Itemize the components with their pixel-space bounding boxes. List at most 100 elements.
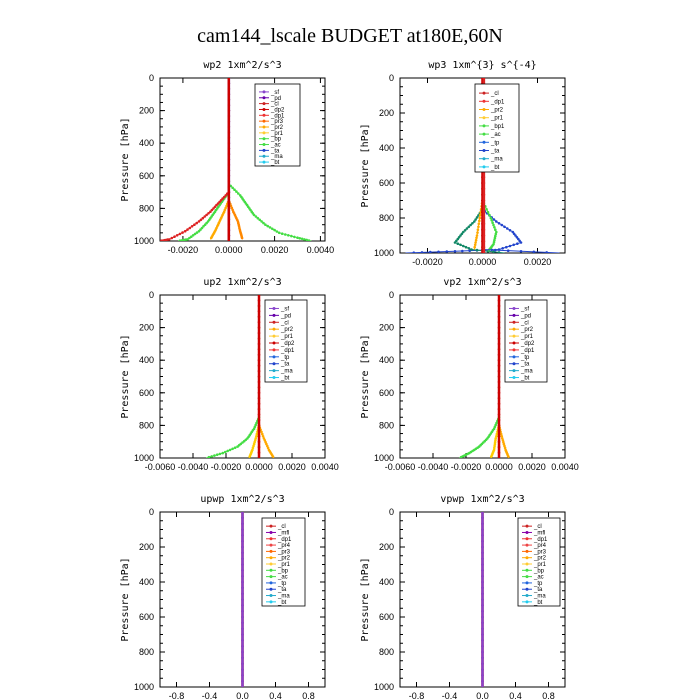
series-marker: [545, 251, 548, 253]
series-marker: [231, 447, 234, 451]
series-marker: [481, 512, 484, 514]
series-marker: [494, 234, 497, 238]
series-marker: [497, 386, 501, 389]
legend-marker: [272, 327, 276, 331]
series-marker: [499, 432, 503, 436]
series-marker: [227, 87, 231, 91]
series-marker: [227, 207, 231, 210]
series-marker: [183, 229, 187, 233]
series-marker: [495, 230, 498, 234]
series-marker: [481, 639, 484, 642]
legend-label: _tp: [490, 140, 500, 146]
x-tick-label: -0.0060: [145, 462, 176, 472]
legend-marker: [269, 581, 273, 585]
series-marker: [481, 615, 484, 619]
legend-marker: [512, 320, 516, 324]
series-marker: [494, 232, 498, 236]
series-marker: [271, 455, 275, 458]
series-marker: [489, 216, 493, 220]
series-marker: [490, 219, 494, 222]
series-marker: [465, 227, 469, 230]
x-tick-label: 0.0000: [245, 462, 273, 472]
series-marker: [233, 188, 236, 191]
series-marker: [290, 234, 293, 238]
legend-marker: [525, 562, 529, 566]
series-marker: [437, 250, 440, 253]
y-tick-label: 0: [389, 73, 394, 83]
legend-marker: [525, 581, 529, 585]
series-marker: [459, 243, 462, 247]
legend-label: _pr2: [520, 327, 534, 333]
series-marker: [205, 213, 208, 217]
series-marker: [497, 413, 501, 416]
series-marker: [233, 446, 237, 450]
legend-marker: [269, 530, 273, 534]
series-marker: [512, 243, 515, 247]
legend-box: [504, 299, 548, 383]
series-marker: [481, 650, 484, 654]
series-marker: [268, 226, 272, 229]
series-marker: [195, 231, 199, 234]
series-marker: [481, 563, 484, 566]
series-marker: [221, 451, 224, 455]
series-marker: [241, 528, 244, 531]
legend-box: [474, 83, 520, 173]
series-marker: [193, 223, 196, 226]
y-axis-label: Pressure [hPa]: [360, 123, 371, 207]
series-marker: [456, 237, 460, 241]
series-marker: [287, 234, 290, 237]
series-marker: [203, 223, 207, 226]
y-tick-label: 600: [139, 612, 154, 622]
legend-marker: [482, 99, 486, 103]
legend-marker: [525, 530, 529, 534]
legend-marker: [269, 568, 273, 572]
series-marker: [470, 248, 473, 251]
series-marker: [429, 250, 432, 253]
series-marker: [497, 299, 501, 302]
legend-marker: [512, 341, 516, 345]
legend-marker: [512, 334, 516, 338]
series-marker: [191, 234, 195, 237]
y-tick-label: 200: [379, 108, 394, 118]
legend-marker: [482, 108, 486, 111]
legend-label: _pr1: [277, 562, 291, 568]
series-marker: [497, 358, 501, 362]
series-marker: [227, 201, 231, 205]
series-marker: [481, 580, 484, 584]
series-marker: [482, 240, 486, 243]
series-marker: [497, 222, 501, 225]
series-marker: [227, 152, 231, 156]
legend-label: _ta: [270, 148, 280, 154]
series-marker: [241, 512, 244, 514]
series-marker: [481, 534, 484, 537]
legend-label: _cl: [280, 320, 289, 326]
y-tick-label: 0: [149, 73, 154, 83]
series-marker: [481, 621, 484, 625]
series-marker: [478, 219, 481, 223]
series-marker: [296, 236, 299, 239]
x-tick-label: -0.4: [442, 691, 458, 700]
series-marker: [197, 229, 201, 233]
panel-title: vpwp 1xm^2/s^3: [440, 494, 524, 505]
y-tick-label: 800: [139, 420, 154, 430]
series-marker: [260, 430, 263, 434]
series-marker: [227, 114, 231, 118]
series-marker: [264, 223, 267, 226]
legend-label: _dp1: [490, 99, 505, 105]
panel-title: vp2 1xm^2/s^3: [443, 277, 521, 288]
series-marker: [497, 310, 501, 313]
x-tick-label: 0.0000: [485, 462, 513, 472]
series-marker: [511, 230, 515, 234]
series-marker: [505, 245, 508, 249]
y-axis-label: Pressure [hPa]: [360, 557, 371, 641]
legend-marker: [272, 334, 276, 338]
series-marker: [241, 621, 244, 625]
legend-marker: [262, 125, 266, 129]
series-marker: [215, 203, 218, 207]
series-marker: [181, 231, 184, 234]
chart-panel-5: upwp 1xm^2/s^3 Pressure [hPa] 0 200 400 600 80…: [120, 494, 326, 700]
series-marker: [298, 237, 302, 240]
series-marker: [456, 242, 460, 245]
series-marker: [227, 196, 231, 199]
